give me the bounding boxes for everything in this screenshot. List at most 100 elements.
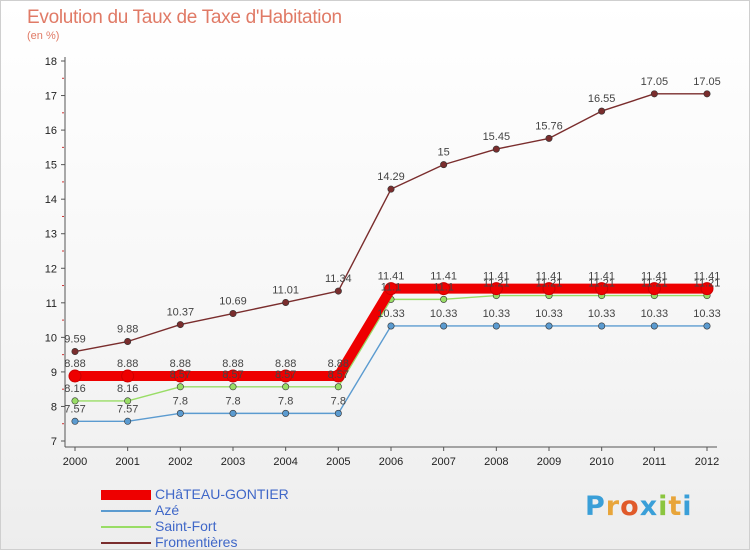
legend-label: CHâTEAU-GONTIER bbox=[155, 486, 289, 502]
data-point bbox=[124, 417, 132, 425]
data-label: 8.88 bbox=[117, 358, 138, 370]
data-point bbox=[650, 90, 658, 98]
data-label: 10.33 bbox=[430, 308, 458, 320]
x-tick-label: 2012 bbox=[695, 456, 719, 468]
data-label: 10.33 bbox=[693, 308, 721, 320]
data-point bbox=[282, 383, 290, 391]
data-label: 11.1 bbox=[433, 281, 454, 293]
data-point bbox=[71, 348, 79, 356]
data-point bbox=[229, 310, 237, 318]
data-label: 8.57 bbox=[328, 369, 349, 381]
y-tick-label: 13 bbox=[45, 229, 57, 241]
y-tick-label: 8 bbox=[51, 401, 57, 413]
legend-swatch bbox=[101, 490, 151, 500]
data-label: 11.41 bbox=[483, 271, 510, 283]
data-point bbox=[176, 409, 184, 417]
x-tick-label: 2010 bbox=[589, 456, 613, 468]
data-point bbox=[598, 322, 606, 330]
data-point bbox=[282, 409, 290, 417]
data-label: 15 bbox=[438, 147, 450, 159]
data-label: 11.41 bbox=[641, 271, 668, 283]
data-label: 8.57 bbox=[275, 369, 296, 381]
data-label: 10.37 bbox=[167, 307, 195, 319]
data-point bbox=[598, 107, 606, 115]
y-tick-label: 9 bbox=[51, 367, 57, 379]
data-point bbox=[545, 322, 553, 330]
chart-subtitle: (en %) bbox=[27, 30, 60, 42]
data-label: 11.1 bbox=[381, 281, 402, 293]
data-label: 9.88 bbox=[117, 324, 138, 336]
data-label: 7.8 bbox=[225, 395, 240, 407]
data-label: 17.05 bbox=[641, 76, 669, 88]
x-tick-label: 2008 bbox=[484, 456, 508, 468]
data-point bbox=[229, 409, 237, 417]
data-point bbox=[173, 369, 187, 383]
data-point bbox=[437, 282, 451, 296]
data-point bbox=[650, 322, 658, 330]
x-tick-label: 2009 bbox=[537, 456, 561, 468]
data-label: 7.8 bbox=[278, 395, 293, 407]
data-point bbox=[492, 322, 500, 330]
y-tick-label: 11 bbox=[46, 298, 57, 310]
data-label: 7.8 bbox=[173, 395, 188, 407]
data-label: 8.88 bbox=[328, 358, 349, 370]
data-point bbox=[334, 383, 342, 391]
logo-letter: t bbox=[668, 491, 683, 522]
data-label: 15.76 bbox=[535, 120, 563, 132]
data-label: 11.21 bbox=[536, 278, 563, 290]
data-label: 10.69 bbox=[219, 296, 247, 308]
y-tick-label: 12 bbox=[45, 263, 57, 275]
data-point bbox=[489, 282, 503, 296]
data-label: 11.41 bbox=[694, 271, 721, 283]
data-point bbox=[703, 90, 711, 98]
data-point bbox=[542, 282, 556, 296]
data-point bbox=[124, 397, 132, 405]
data-label: 11.21 bbox=[694, 278, 721, 290]
data-point bbox=[71, 397, 79, 405]
logo-letter: i bbox=[682, 491, 693, 522]
data-label: 11.41 bbox=[430, 271, 457, 283]
data-point bbox=[334, 409, 342, 417]
data-label: 11.41 bbox=[536, 271, 563, 283]
data-point bbox=[440, 295, 448, 303]
x-tick-label: 2002 bbox=[168, 456, 192, 468]
x-tick-label: 2006 bbox=[379, 456, 403, 468]
data-point bbox=[384, 282, 398, 296]
legend-swatch bbox=[101, 526, 151, 528]
data-point bbox=[595, 282, 609, 296]
data-point bbox=[387, 185, 395, 193]
data-label: 8.57 bbox=[222, 369, 243, 381]
y-tick-label: 18 bbox=[45, 56, 57, 68]
legend-label: Saint-Fort bbox=[155, 518, 217, 534]
x-tick-label: 2003 bbox=[221, 456, 245, 468]
data-point bbox=[545, 134, 553, 142]
data-point bbox=[700, 282, 714, 296]
data-label: 8.16 bbox=[117, 383, 138, 395]
data-point bbox=[331, 369, 345, 383]
legend-label: Fromentières bbox=[155, 534, 238, 550]
data-label: 8.88 bbox=[170, 358, 191, 370]
data-point bbox=[71, 417, 79, 425]
data-point bbox=[176, 383, 184, 391]
y-tick-label: 10 bbox=[45, 332, 57, 344]
data-label: 8.88 bbox=[64, 358, 85, 370]
y-tick-label: 16 bbox=[45, 125, 57, 137]
data-point bbox=[279, 369, 293, 383]
data-point bbox=[703, 322, 711, 330]
y-tick-label: 7 bbox=[51, 436, 57, 448]
y-tick-label: 17 bbox=[45, 91, 57, 103]
data-label: 11.41 bbox=[588, 271, 615, 283]
x-tick-label: 2001 bbox=[115, 456, 139, 468]
data-label: 7.8 bbox=[331, 395, 346, 407]
data-label: 9.59 bbox=[64, 334, 85, 346]
data-point bbox=[647, 282, 661, 296]
data-label: 8.16 bbox=[64, 383, 85, 395]
logo-letter: x bbox=[639, 491, 659, 522]
chart-title: Evolution du Taux de Taxe d'Habitation bbox=[27, 7, 342, 28]
proxiti-logo: Proxiti bbox=[585, 491, 693, 522]
data-label: 16.55 bbox=[588, 93, 616, 105]
data-point bbox=[121, 369, 135, 383]
data-label: 11.21 bbox=[588, 278, 615, 290]
data-label: 10.33 bbox=[377, 308, 405, 320]
